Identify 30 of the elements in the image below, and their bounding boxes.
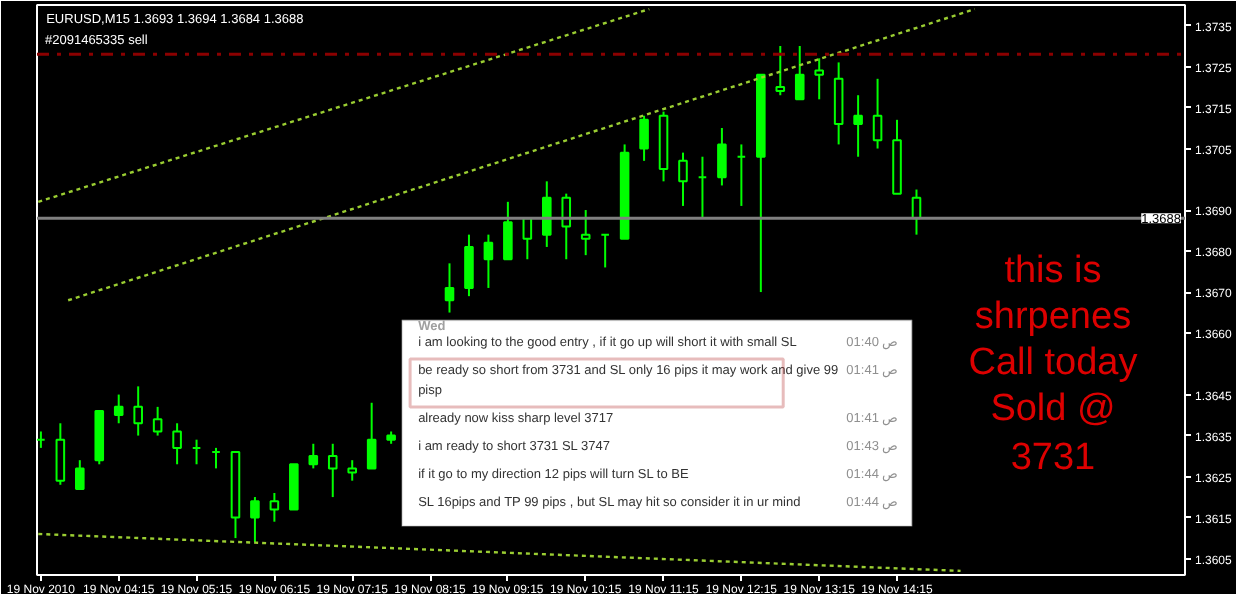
candlestick: [503, 200, 513, 261]
candlestick: [133, 385, 143, 437]
candlestick: [853, 94, 863, 158]
candlestick: [814, 57, 824, 101]
candlestick: [308, 442, 319, 470]
candlestick: [75, 459, 85, 490]
candlestick: [172, 422, 182, 466]
candlestick: [327, 442, 338, 499]
candlestick: [289, 463, 299, 511]
candlestick: [717, 127, 727, 187]
candlestick: [561, 192, 572, 261]
candlestick: [639, 114, 649, 162]
candlestick: [580, 209, 591, 257]
candlestick: [678, 151, 688, 207]
candlestick: [269, 491, 280, 523]
candlestick: [55, 422, 66, 486]
candlestick: [464, 233, 474, 298]
candlestick: [347, 459, 358, 482]
candlestick: [775, 45, 786, 97]
candlestick: [483, 233, 494, 289]
candlestick: [152, 405, 163, 437]
candlestick: [542, 180, 552, 248]
candlestick: [250, 496, 260, 544]
candlestick: [113, 393, 124, 425]
candlestick: [366, 401, 377, 470]
candlestick: [794, 45, 805, 101]
annotation: this is shrpenes Call today Sold @ 3731: [968, 250, 1139, 479]
candlestick: [444, 262, 455, 314]
candlestick: [833, 61, 844, 146]
candlestick: [872, 77, 883, 150]
